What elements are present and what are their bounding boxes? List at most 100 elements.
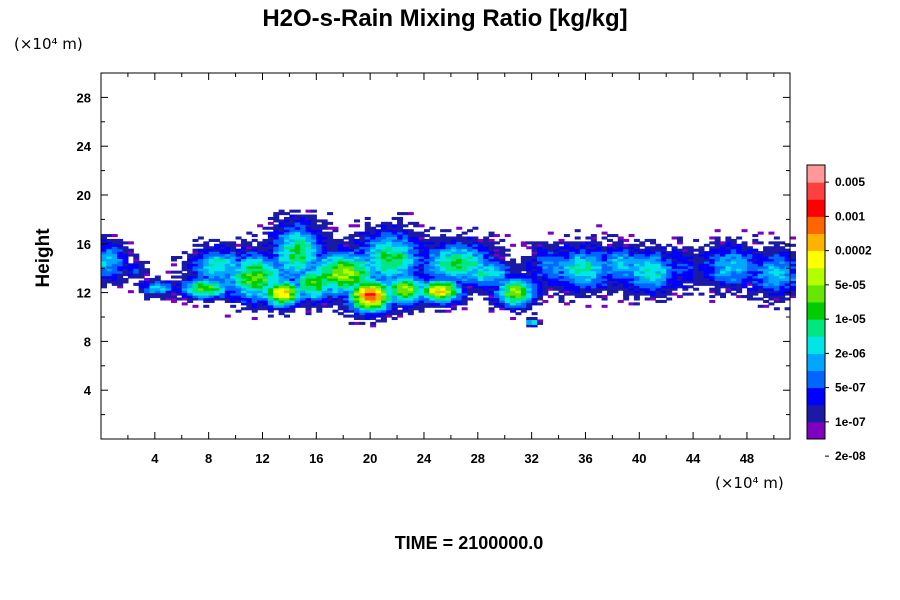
heatmap-cell bbox=[547, 268, 554, 272]
heatmap-cell bbox=[623, 265, 630, 269]
heatmap-cell bbox=[316, 265, 323, 269]
heatmap-cell bbox=[660, 292, 667, 296]
heatmap-cell bbox=[746, 268, 753, 272]
heatmap-cell bbox=[488, 295, 495, 299]
heatmap-cell bbox=[488, 285, 495, 289]
heatmap-cell bbox=[397, 287, 404, 291]
heatmap-cell bbox=[278, 224, 285, 228]
heatmap-cell bbox=[386, 277, 393, 281]
heatmap-cell bbox=[117, 273, 124, 277]
heatmap-cell bbox=[106, 248, 113, 252]
heatmap-cell bbox=[633, 265, 640, 269]
heatmap-cell bbox=[364, 243, 371, 247]
heatmap-cell bbox=[111, 277, 118, 281]
heatmap-cell bbox=[127, 268, 134, 272]
heatmap-cell bbox=[262, 248, 269, 252]
heatmap-cell bbox=[472, 260, 479, 264]
heatmap-cell bbox=[682, 253, 689, 257]
heatmap-cell bbox=[585, 275, 592, 279]
heatmap-cell bbox=[284, 241, 290, 245]
heatmap-cell bbox=[230, 292, 237, 296]
heatmap-cell bbox=[154, 290, 161, 294]
heatmap-cell bbox=[240, 299, 247, 303]
heatmap-cell bbox=[359, 270, 366, 274]
heatmap-cell bbox=[553, 243, 560, 247]
heatmap-cell bbox=[725, 287, 732, 291]
heatmap-cell bbox=[208, 260, 215, 264]
heatmap-cell bbox=[219, 287, 226, 291]
heatmap-cell bbox=[477, 285, 484, 289]
heatmap-cell bbox=[386, 221, 393, 225]
heatmap-cell bbox=[203, 248, 210, 252]
heatmap-cell bbox=[343, 236, 350, 240]
heatmap-cell bbox=[375, 277, 382, 281]
heatmap-cell bbox=[332, 258, 339, 262]
heatmap-cell bbox=[499, 238, 506, 242]
heatmap-cell bbox=[617, 273, 624, 277]
heatmap-cell bbox=[429, 277, 436, 281]
heatmap-cell bbox=[310, 304, 317, 308]
heatmap-cell bbox=[380, 256, 387, 260]
heatmap-cell bbox=[192, 256, 199, 260]
heatmap-cell bbox=[768, 285, 775, 289]
heatmap-cell bbox=[397, 304, 404, 308]
heatmap-cell bbox=[687, 258, 694, 262]
heatmap-cell bbox=[450, 270, 457, 274]
heatmap-cell bbox=[773, 265, 780, 269]
heatmap-cell bbox=[187, 282, 194, 286]
heatmap-cell bbox=[531, 299, 538, 303]
heatmap-cell bbox=[327, 243, 334, 247]
heatmap-cell bbox=[337, 265, 344, 269]
heatmap-cell bbox=[380, 277, 387, 281]
heatmap-cell bbox=[520, 304, 527, 308]
heatmap-cell bbox=[364, 273, 371, 277]
heatmap-cell bbox=[418, 265, 425, 269]
heatmap-cell bbox=[267, 302, 274, 306]
heatmap-cell bbox=[386, 270, 393, 274]
heatmap-cell bbox=[423, 270, 430, 274]
heatmap-cell bbox=[273, 234, 280, 238]
heatmap-cell bbox=[391, 256, 398, 260]
heatmap-cell bbox=[192, 248, 199, 252]
heatmap-cell bbox=[321, 268, 328, 272]
heatmap-cell bbox=[779, 295, 786, 299]
heatmap-cell bbox=[386, 241, 393, 245]
heatmap-cell bbox=[284, 246, 290, 250]
heatmap-cell bbox=[359, 287, 366, 291]
heatmap-cell bbox=[407, 241, 414, 245]
heatmap-cell bbox=[531, 260, 538, 264]
heatmap-cell bbox=[488, 290, 495, 294]
heatmap-cell bbox=[246, 277, 253, 281]
heatmap-cell bbox=[294, 221, 301, 225]
heatmap-cell bbox=[585, 268, 592, 272]
heatmap-cell bbox=[327, 246, 334, 250]
heatmap-cell bbox=[720, 277, 726, 281]
heatmap-cell bbox=[440, 285, 447, 289]
heatmap-cell bbox=[353, 238, 360, 242]
heatmap-cell bbox=[515, 275, 522, 279]
heatmap-cell bbox=[445, 285, 452, 289]
heatmap-cell bbox=[434, 299, 441, 303]
heatmap-cell bbox=[440, 238, 447, 242]
heatmap-cell bbox=[310, 263, 317, 267]
heatmap-cell bbox=[332, 299, 339, 303]
heatmap-cell bbox=[370, 321, 377, 325]
heatmap-cell bbox=[289, 302, 296, 306]
heatmap-cell bbox=[111, 246, 118, 250]
heatmap-cell bbox=[348, 304, 355, 308]
heatmap-cell bbox=[752, 290, 759, 294]
heatmap-cell bbox=[176, 275, 183, 279]
heatmap-cell bbox=[440, 246, 447, 250]
heatmap-cell bbox=[585, 290, 592, 294]
heatmap-cell bbox=[703, 270, 710, 274]
heatmap-cell bbox=[461, 282, 468, 286]
heatmap-cell bbox=[364, 246, 371, 250]
heatmap-cell bbox=[101, 277, 107, 281]
heatmap-cell bbox=[203, 253, 210, 257]
heatmap-cell bbox=[407, 275, 414, 279]
heatmap-cell bbox=[284, 251, 290, 255]
heatmap-cell bbox=[375, 290, 382, 294]
heatmap-cell bbox=[246, 231, 253, 235]
heatmap-cell bbox=[730, 243, 737, 247]
heatmap-cell bbox=[655, 295, 662, 299]
